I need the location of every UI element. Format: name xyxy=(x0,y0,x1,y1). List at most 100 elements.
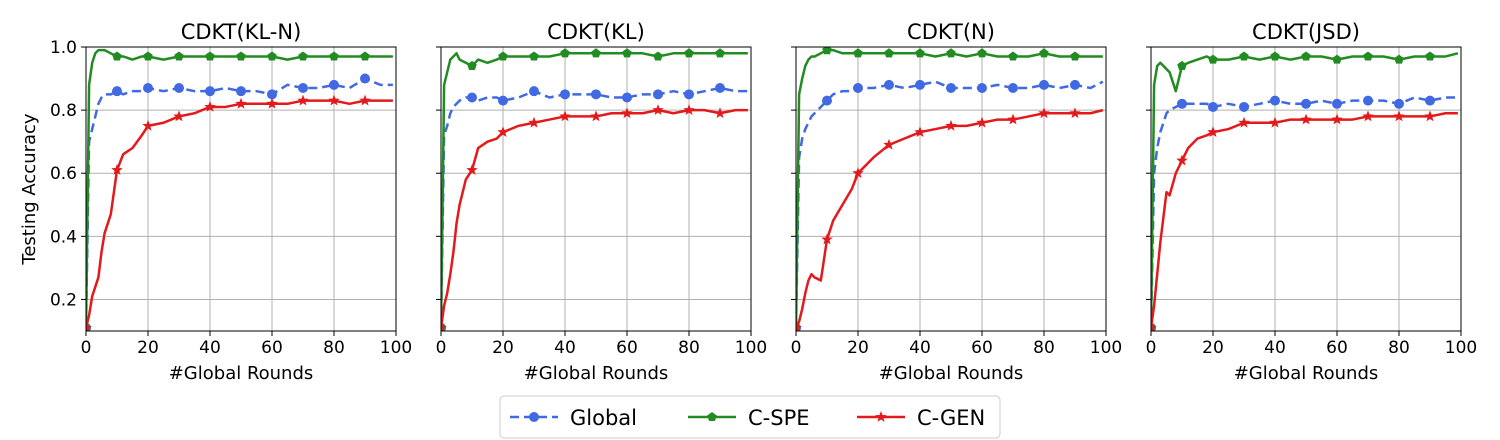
x-tick-label: 40 xyxy=(199,338,221,358)
legend-marker xyxy=(707,412,717,422)
x-tick-label: 100 xyxy=(735,338,767,358)
data-point-global xyxy=(1008,83,1018,94)
x-tick-label: 20 xyxy=(492,338,514,358)
data-point-c-gen xyxy=(945,119,957,131)
data-point-global xyxy=(884,79,894,90)
legend-entry-global: Global xyxy=(510,406,637,430)
data-point-c-spe xyxy=(946,48,956,58)
series-line-c-gen xyxy=(796,108,1104,329)
chart-panel-2: 0 20 40 60 80 100 CDKT(KL) #Global Rounds xyxy=(436,20,768,384)
data-point-global xyxy=(112,86,122,97)
data-point-c-spe xyxy=(467,60,477,70)
data-point-c-gen xyxy=(441,321,447,331)
data-point-c-spe xyxy=(1425,51,1435,61)
data-point-c-gen xyxy=(528,116,540,128)
x-tick-label: 20 xyxy=(1202,338,1224,358)
data-point-c-spe xyxy=(715,48,725,58)
data-point-global xyxy=(1394,98,1404,109)
data-point-c-gen xyxy=(1269,116,1281,128)
data-point-c-spe xyxy=(591,48,601,58)
x-tick-label: 40 xyxy=(554,338,576,358)
chart-panel-3: 0 20 40 60 80 100 CDKT(N) #Global Rounds xyxy=(791,20,1123,384)
data-point-c-spe xyxy=(977,48,987,58)
data-point-global xyxy=(591,89,601,100)
data-point-global xyxy=(1239,101,1249,112)
data-point-global xyxy=(1332,98,1342,109)
data-point-global xyxy=(684,89,694,100)
series-line-c-gen xyxy=(1151,112,1458,329)
data-point-c-gen xyxy=(328,94,340,106)
data-point-c-gen xyxy=(235,97,247,109)
chart-panels: 0 20 40 60 80 100 0.2 0.4 0.6 0.8 1.0 CDKT(KL-N) #Gl… xyxy=(19,20,1477,384)
data-point-c-gen xyxy=(111,164,123,175)
data-point-global xyxy=(267,89,277,100)
x-tick-label: 40 xyxy=(1264,338,1286,358)
data-point-c-spe xyxy=(143,51,153,61)
x-tick-label: 0 xyxy=(1146,338,1157,358)
series-line-global xyxy=(86,77,393,328)
data-point-global xyxy=(622,92,632,103)
data-point-global xyxy=(329,79,339,90)
data-point-global xyxy=(1425,95,1435,106)
data-point-c-gen xyxy=(621,107,633,119)
series-line-global xyxy=(441,86,748,328)
data-point-global xyxy=(143,83,153,94)
data-point-c-spe xyxy=(174,51,184,61)
plot-frame xyxy=(440,46,752,332)
legend-marker xyxy=(529,412,539,422)
panel-title: CDKT(N) xyxy=(907,20,995,44)
x-tick-label: 0 xyxy=(81,338,92,358)
x-tick-label: 20 xyxy=(847,338,869,358)
data-point-c-spe xyxy=(884,48,894,58)
data-point-c-gen xyxy=(297,94,309,106)
legend-marker xyxy=(875,411,887,422)
data-point-c-spe xyxy=(560,48,570,58)
y-axis-label: Testing Accuracy xyxy=(19,113,40,266)
legend: Global C-SPE C-GEN xyxy=(499,395,1001,439)
data-point-c-spe xyxy=(1301,51,1311,61)
legend-label: Global xyxy=(570,406,637,430)
data-point-global xyxy=(236,86,246,97)
panel-title: CDKT(KL-N) xyxy=(181,20,302,44)
data-point-c-gen xyxy=(1069,107,1081,119)
data-point-c-gen xyxy=(796,321,802,331)
plot-frame xyxy=(1150,46,1462,332)
x-tick-label: 60 xyxy=(971,338,993,358)
data-point-c-gen xyxy=(266,97,278,109)
data-point-global xyxy=(360,73,370,84)
data-point-c-gen xyxy=(204,100,216,112)
data-point-c-gen xyxy=(1207,126,1219,138)
y-tick-label: 0.4 xyxy=(50,227,77,247)
data-point-c-gen xyxy=(1007,113,1019,125)
data-point-c-spe xyxy=(1270,51,1280,61)
legend-box xyxy=(499,395,1001,439)
data-point-global xyxy=(1208,101,1218,112)
data-point-global xyxy=(174,83,184,94)
data-point-global xyxy=(946,83,956,94)
y-tick-label: 0.2 xyxy=(50,290,77,310)
data-point-c-spe xyxy=(267,51,277,61)
data-point-c-spe xyxy=(360,51,370,61)
data-point-c-spe xyxy=(498,51,508,61)
x-tick-label: 100 xyxy=(380,338,412,358)
legend-label: C-GEN xyxy=(917,406,985,430)
data-point-global xyxy=(1301,98,1311,109)
data-point-c-spe xyxy=(1363,51,1373,61)
x-axis-label: #Global Rounds xyxy=(524,363,669,384)
data-point-c-gen xyxy=(173,110,185,122)
y-tick-label: 0.8 xyxy=(50,101,77,121)
data-point-c-gen xyxy=(1238,116,1250,128)
data-point-c-spe xyxy=(853,48,863,58)
series-line-c-gen xyxy=(441,108,748,329)
y-tick-label: 1.0 xyxy=(50,38,77,58)
data-point-c-gen xyxy=(1393,110,1405,122)
data-point-global xyxy=(822,95,832,106)
data-point-c-gen xyxy=(86,321,92,331)
data-point-global xyxy=(1039,79,1049,90)
data-point-c-gen xyxy=(821,233,833,245)
data-point-c-gen xyxy=(714,107,726,119)
data-point-global xyxy=(1070,79,1080,90)
legend-label: C-SPE xyxy=(748,406,810,430)
x-tick-label: 80 xyxy=(1388,338,1410,358)
